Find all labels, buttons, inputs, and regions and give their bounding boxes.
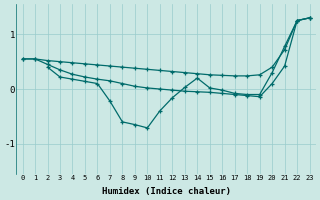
X-axis label: Humidex (Indice chaleur): Humidex (Indice chaleur) [101, 187, 231, 196]
